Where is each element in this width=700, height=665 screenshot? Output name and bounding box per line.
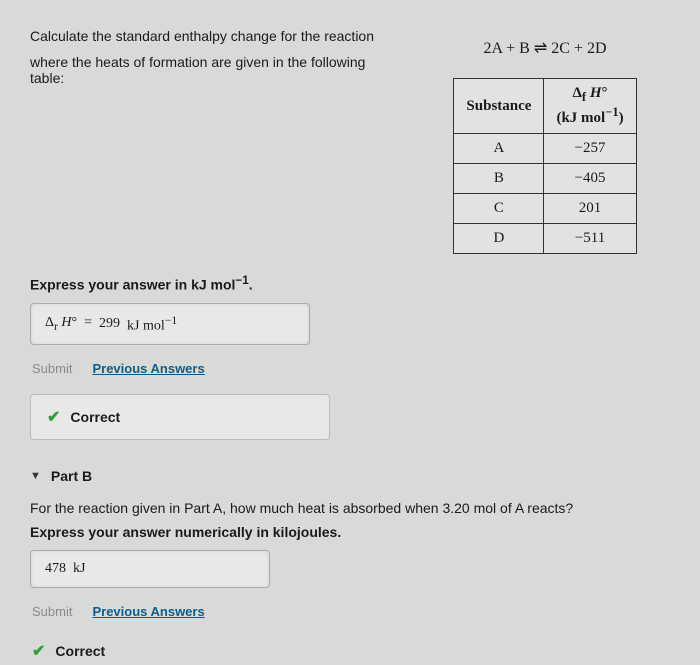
partb-correct-feedback: ✔ Correct [30, 637, 680, 665]
partb-answer-value: 478 [45, 561, 66, 576]
parta-submit-button[interactable]: Submit [30, 357, 74, 380]
parta-correct-feedback: ✔ Correct [30, 394, 330, 440]
parta-answer-prefix: Δr H° = [45, 315, 96, 333]
check-icon: ✔ [32, 641, 45, 661]
parta-correct-label: Correct [70, 409, 120, 425]
partb-answer-box: 478 kJ [30, 550, 270, 588]
partb-submit-button[interactable]: Submit [30, 600, 74, 623]
question-line1: Calculate the standard enthalpy change f… [30, 28, 400, 44]
partb-prompt: For the reaction given in Part A, how mu… [30, 500, 680, 516]
parta-instruction: Express your answer in kJ mol−1. [30, 274, 680, 293]
partb-answer-unit: kJ [73, 561, 85, 576]
enthalpy-table: Substance Δf H°(kJ mol−1) A−257 B−405 C2… [453, 78, 636, 254]
partb-previous-answers-link[interactable]: Previous Answers [92, 604, 204, 619]
check-icon: ✔ [47, 407, 60, 427]
question-line2: where the heats of formation are given i… [30, 54, 400, 86]
table-row: A−257 [454, 134, 636, 164]
parta-answer-value: 299 [99, 316, 120, 332]
caret-down-icon: ▼ [30, 470, 41, 482]
partb-instruction: Express your answer numerically in kiloj… [30, 524, 680, 540]
parta-answer-unit: kJ mol−1 [127, 314, 177, 335]
table-row: B−405 [454, 164, 636, 194]
table-header-enthalpy: Δf H°(kJ mol−1) [544, 79, 636, 134]
reaction-equation: 2A + B ⇌ 2C + 2D [410, 38, 680, 58]
table-header-substance: Substance [454, 79, 544, 134]
partb-header[interactable]: ▼ Part B [30, 468, 680, 484]
partb-title: Part B [51, 468, 92, 484]
table-row: C201 [454, 194, 636, 224]
parta-answer-box: Δr H° = 299 kJ mol−1 [30, 303, 310, 346]
parta-previous-answers-link[interactable]: Previous Answers [92, 361, 204, 376]
table-row: D−511 [454, 224, 636, 254]
